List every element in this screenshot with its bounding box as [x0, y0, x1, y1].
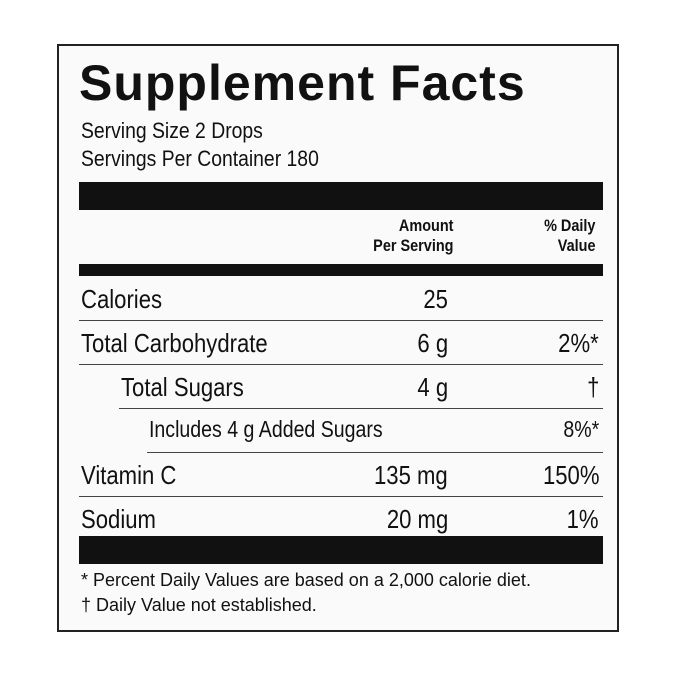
- divider-bar: [79, 264, 603, 276]
- nutrient-amount: 20 mg: [386, 504, 448, 534]
- nutrient-dv: †: [586, 372, 599, 402]
- footnote: † Daily Value not established.: [81, 595, 317, 615]
- amount-header: Amount Per Serving: [372, 216, 453, 255]
- nutrient-dv: 1%: [567, 504, 599, 534]
- nutrient-label: Vitamin C: [81, 460, 177, 490]
- nutrient-dv: 8%*: [563, 416, 599, 442]
- nutrient-row: Calories 25: [79, 276, 603, 321]
- divider-bar: [79, 182, 603, 210]
- servings-per-container: Servings Per Container 180: [81, 146, 319, 171]
- nutrient-label: Total Sugars: [121, 372, 244, 402]
- nutrient-dv: 2%*: [558, 328, 599, 358]
- divider-bar: [79, 536, 603, 564]
- nutrient-label: Includes 4 g Added Sugars: [149, 416, 383, 442]
- supplement-facts-panel: Supplement Facts Serving Size 2 Drops Se…: [57, 44, 619, 632]
- nutrient-label: Calories: [81, 284, 163, 314]
- nutrient-label: Total Carbohydrate: [81, 328, 268, 358]
- nutrient-dv: 150%: [542, 460, 599, 490]
- nutrient-row: Includes 4 g Added Sugars 8%*: [147, 408, 603, 453]
- serving-size: Serving Size 2 Drops: [81, 118, 263, 143]
- nutrient-amount: 6 g: [417, 328, 448, 358]
- nutrient-row: Vitamin C 135 mg 150%: [79, 452, 603, 497]
- footnote: * Percent Daily Values are based on a 2,…: [81, 570, 531, 590]
- nutrient-label: Sodium: [81, 504, 156, 534]
- nutrient-amount: 135 mg: [374, 460, 448, 490]
- dv-header: % Daily Value: [543, 216, 595, 255]
- nutrient-amount: 25: [423, 284, 448, 314]
- nutrient-row: Total Carbohydrate 6 g 2%*: [79, 320, 603, 365]
- nutrient-amount: 4 g: [417, 372, 448, 402]
- panel-title: Supplement Facts: [79, 55, 526, 111]
- nutrient-row: Total Sugars 4 g †: [119, 364, 603, 409]
- nutrient-row: Sodium 20 mg 1%: [79, 496, 603, 540]
